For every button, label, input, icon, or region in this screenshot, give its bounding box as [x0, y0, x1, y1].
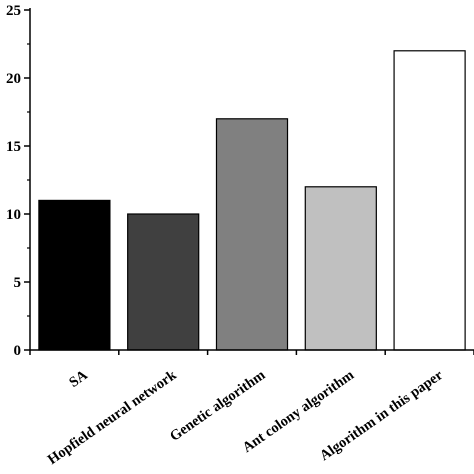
y-tick-label: 10 — [6, 207, 21, 223]
y-tick-label: 15 — [6, 139, 21, 155]
bar-2 — [127, 213, 200, 351]
y-tick-labels: 0 5 10 15 20 25 — [6, 3, 21, 359]
category-label-2: Hopfield neural network — [45, 367, 180, 468]
bar-4 — [304, 186, 377, 351]
y-tick-label: 5 — [14, 275, 22, 291]
bar-5 — [393, 50, 466, 351]
bar-1 — [38, 199, 111, 351]
y-tick-label: 0 — [14, 343, 22, 359]
category-label-1: SA — [66, 367, 91, 391]
bars-group — [38, 50, 466, 351]
bar-3 — [215, 118, 289, 351]
y-tick-label: 25 — [6, 3, 21, 19]
y-tick-label: 20 — [6, 71, 21, 87]
axes-group — [24, 8, 474, 355]
